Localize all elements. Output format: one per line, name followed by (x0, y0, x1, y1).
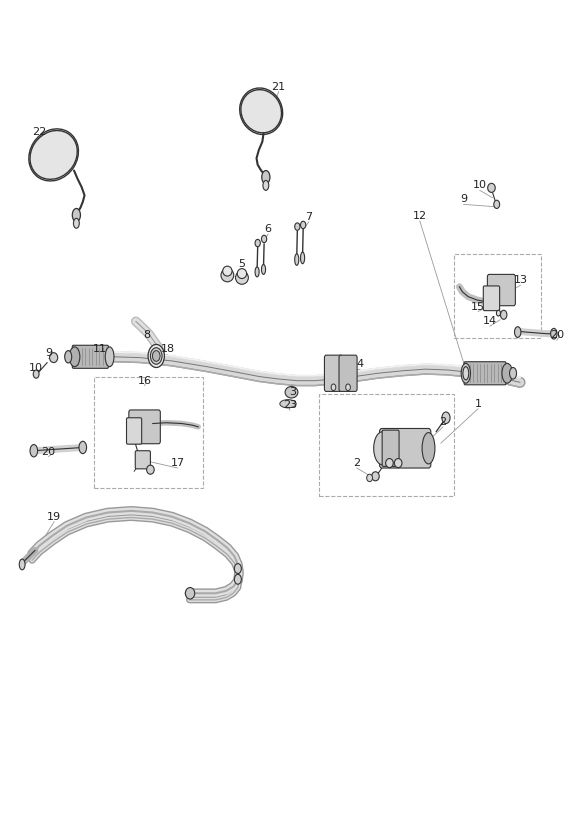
Ellipse shape (422, 433, 435, 464)
Ellipse shape (461, 363, 470, 383)
Ellipse shape (148, 344, 164, 368)
FancyBboxPatch shape (324, 355, 343, 391)
FancyBboxPatch shape (380, 428, 431, 468)
Ellipse shape (331, 384, 336, 391)
Ellipse shape (463, 367, 469, 380)
Text: 4: 4 (357, 359, 364, 369)
Ellipse shape (30, 130, 78, 180)
Ellipse shape (19, 559, 25, 570)
Ellipse shape (263, 180, 269, 190)
FancyBboxPatch shape (135, 451, 150, 469)
Ellipse shape (185, 588, 195, 599)
Ellipse shape (237, 269, 247, 279)
Ellipse shape (442, 412, 450, 424)
Text: 22: 22 (33, 127, 47, 137)
Ellipse shape (261, 265, 266, 274)
Ellipse shape (394, 459, 402, 468)
Ellipse shape (280, 400, 296, 408)
Ellipse shape (234, 564, 241, 574)
Ellipse shape (261, 236, 266, 243)
Ellipse shape (346, 384, 350, 391)
Ellipse shape (234, 574, 241, 584)
Text: 3: 3 (289, 387, 296, 397)
Ellipse shape (223, 266, 232, 276)
Ellipse shape (374, 432, 391, 465)
Ellipse shape (255, 267, 259, 277)
Ellipse shape (236, 271, 248, 284)
Ellipse shape (150, 348, 162, 364)
Ellipse shape (69, 347, 80, 367)
Ellipse shape (502, 363, 512, 383)
Text: 2: 2 (440, 417, 447, 427)
FancyBboxPatch shape (487, 274, 515, 306)
Text: 20: 20 (550, 330, 564, 340)
Ellipse shape (255, 240, 260, 247)
Ellipse shape (510, 368, 517, 379)
Text: 8: 8 (143, 330, 150, 339)
Ellipse shape (301, 252, 304, 264)
Ellipse shape (550, 329, 557, 339)
Ellipse shape (372, 471, 380, 481)
Text: 9: 9 (460, 194, 467, 204)
FancyBboxPatch shape (72, 345, 108, 368)
Text: 18: 18 (161, 344, 175, 354)
FancyBboxPatch shape (129, 410, 160, 444)
Text: 13: 13 (514, 275, 528, 285)
Ellipse shape (294, 223, 300, 231)
Text: 6: 6 (265, 224, 272, 234)
FancyBboxPatch shape (483, 286, 500, 311)
Ellipse shape (147, 465, 154, 475)
Ellipse shape (50, 353, 58, 363)
Text: 19: 19 (47, 512, 61, 522)
Text: 11: 11 (93, 344, 107, 354)
Text: 7: 7 (305, 212, 312, 222)
FancyBboxPatch shape (127, 418, 142, 444)
Ellipse shape (153, 351, 160, 362)
Ellipse shape (500, 310, 507, 320)
Ellipse shape (30, 445, 37, 456)
Text: 15: 15 (471, 302, 485, 311)
Ellipse shape (494, 200, 500, 208)
Ellipse shape (79, 442, 86, 453)
Ellipse shape (301, 222, 305, 228)
Text: 20: 20 (41, 447, 55, 456)
Ellipse shape (241, 90, 282, 133)
Ellipse shape (487, 183, 495, 193)
Ellipse shape (514, 326, 521, 338)
Text: 5: 5 (238, 259, 245, 269)
Text: 21: 21 (272, 82, 286, 91)
Ellipse shape (262, 171, 270, 184)
Ellipse shape (105, 347, 114, 367)
Ellipse shape (285, 386, 298, 398)
Text: 10: 10 (473, 180, 487, 190)
Text: 12: 12 (413, 211, 427, 221)
Ellipse shape (496, 311, 500, 316)
FancyBboxPatch shape (464, 362, 506, 385)
FancyBboxPatch shape (339, 355, 357, 391)
Text: 14: 14 (483, 316, 497, 326)
Ellipse shape (367, 475, 373, 482)
Text: 17: 17 (171, 458, 185, 468)
Text: 10: 10 (29, 363, 43, 373)
Ellipse shape (386, 459, 393, 468)
Text: 23: 23 (283, 400, 297, 410)
Text: 16: 16 (138, 376, 152, 386)
Ellipse shape (221, 269, 234, 282)
Text: 1: 1 (475, 399, 482, 409)
Ellipse shape (65, 351, 72, 363)
Text: 2: 2 (353, 458, 360, 468)
Ellipse shape (294, 254, 299, 265)
FancyBboxPatch shape (382, 430, 399, 466)
Ellipse shape (73, 218, 79, 228)
Ellipse shape (33, 370, 39, 378)
Text: 9: 9 (45, 348, 52, 358)
Ellipse shape (72, 208, 80, 222)
